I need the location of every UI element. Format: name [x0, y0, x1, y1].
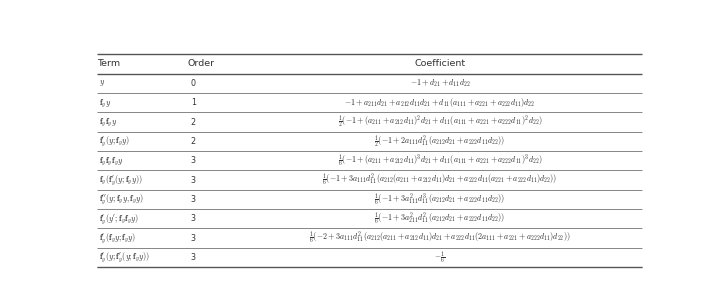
- Text: Order: Order: [188, 59, 215, 68]
- Text: 3: 3: [190, 156, 195, 165]
- Text: $\mathbf{f}_y'(y;\mathbf{f}_y y)$: $\mathbf{f}_y'(y;\mathbf{f}_y y)$: [99, 135, 131, 148]
- Text: $\mathbf{f}_y'(y;\mathbf{f}_y'(y;\mathbf{f}_y y))$: $\mathbf{f}_y'(y;\mathbf{f}_y'(y;\mathbf…: [99, 250, 150, 264]
- Text: $-1+a_{211}d_{21}+a_{212}d_{11}d_{21}+d_{11}(a_{111}+a_{221}+a_{222}d_{11})d_{22: $-1+a_{211}d_{21}+a_{212}d_{11}d_{21}+d_…: [345, 96, 536, 109]
- Text: $y$: $y$: [99, 79, 105, 88]
- Text: $\mathbf{f}_y(\mathbf{f}_y'(y;\mathbf{f}_y y))$: $\mathbf{f}_y(\mathbf{f}_y'(y;\mathbf{f}…: [99, 173, 143, 187]
- Text: $\frac{1}{6}\left(-2+3a_{111}d_{11}^2(a_{212}(a_{211}+a_{212}d_{11})d_{21}+a_{22: $\frac{1}{6}\left(-2+3a_{111}d_{11}^2(a_…: [309, 230, 571, 246]
- Text: $\mathbf{f}_y\mathbf{f}_y\mathbf{f}_y y$: $\mathbf{f}_y\mathbf{f}_y\mathbf{f}_y y$: [99, 155, 123, 167]
- Text: Term: Term: [97, 59, 120, 68]
- Text: $\frac{1}{2}\left(-1+2a_{111}d_{11}^2(a_{212}d_{21}+a_{222}d_{11}d_{22})\right)$: $\frac{1}{2}\left(-1+2a_{111}d_{11}^2(a_…: [374, 133, 505, 150]
- Text: $\frac{1}{6}\left(-1+3a_{111}^2d_{11}^3(a_{212}d_{21}+a_{222}d_{11}d_{22})\right: $\frac{1}{6}\left(-1+3a_{111}^2d_{11}^3(…: [374, 191, 505, 208]
- Text: 3: 3: [190, 214, 195, 223]
- Text: Coefficient: Coefficient: [415, 59, 466, 68]
- Text: $\mathbf{f}_y y$: $\mathbf{f}_y y$: [99, 97, 111, 109]
- Text: 2: 2: [190, 137, 196, 146]
- Text: $-1+d_{21}+d_{11}d_{22}$: $-1+d_{21}+d_{11}d_{22}$: [410, 78, 470, 89]
- Text: $\frac{1}{2}\left(-1+(a_{211}+a_{212}d_{11})^2d_{21}+d_{11}(a_{111}+a_{221}+a_{2: $\frac{1}{2}\left(-1+(a_{211}+a_{212}d_{…: [337, 114, 542, 130]
- Text: 3: 3: [190, 253, 195, 262]
- Text: 3: 3: [190, 176, 195, 184]
- Text: 2: 2: [190, 118, 196, 127]
- Text: $\mathbf{f}_y\mathbf{f}_y y$: $\mathbf{f}_y\mathbf{f}_y y$: [99, 116, 118, 128]
- Text: 0: 0: [190, 79, 195, 88]
- Text: $\frac{1}{6}\left(-1+3a_{111}d_{11}^2(a_{212}(a_{211}+a_{212}d_{11})d_{21}+a_{22: $\frac{1}{6}\left(-1+3a_{111}d_{11}^2(a_…: [322, 172, 557, 188]
- Text: $\mathbf{f}_y'(\mathbf{f}_y y;\mathbf{f}_y y)$: $\mathbf{f}_y'(\mathbf{f}_y y;\mathbf{f}…: [99, 231, 136, 245]
- Text: $\mathbf{f}_y''(y;\mathbf{f}_y y,\mathbf{f}_y y)$: $\mathbf{f}_y''(y;\mathbf{f}_y y,\mathbf…: [99, 192, 144, 206]
- Text: $\frac{1}{6}\left(-1+3a_{211}^2d_{11}^2(a_{212}d_{21}+a_{222}d_{11}d_{22})\right: $\frac{1}{6}\left(-1+3a_{211}^2d_{11}^2(…: [374, 210, 505, 227]
- Text: 1: 1: [190, 98, 195, 107]
- Text: 3: 3: [190, 195, 195, 204]
- Text: $\frac{1}{6}\left(-1+(a_{211}+a_{212}d_{11})^3d_{21}+d_{11}(a_{111}+a_{221}+a_{2: $\frac{1}{6}\left(-1+(a_{211}+a_{212}d_{…: [337, 152, 542, 169]
- Text: 3: 3: [190, 233, 195, 242]
- Text: $\mathbf{f}_y'(y';\mathbf{f}_y\mathbf{f}_y y)$: $\mathbf{f}_y'(y';\mathbf{f}_y\mathbf{f}…: [99, 212, 139, 225]
- Text: $-\frac{1}{6}$: $-\frac{1}{6}$: [434, 249, 446, 265]
